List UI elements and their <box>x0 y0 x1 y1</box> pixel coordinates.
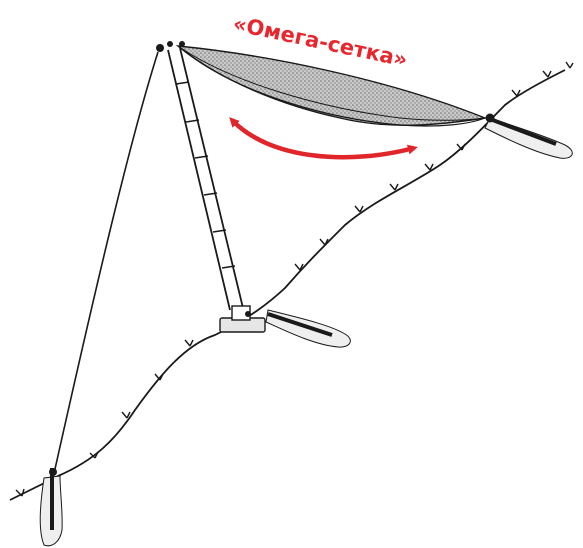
anchor-mast-base <box>265 309 351 348</box>
omega-net <box>175 45 488 127</box>
ladder-mast <box>156 41 266 333</box>
double-headed-arrow <box>229 117 418 160</box>
anchor-bottom-left <box>39 468 63 547</box>
anchor-top-right <box>484 113 573 159</box>
terrain-tufts <box>15 61 574 497</box>
terrain-line <box>9 69 566 501</box>
guy-rope <box>52 51 159 479</box>
